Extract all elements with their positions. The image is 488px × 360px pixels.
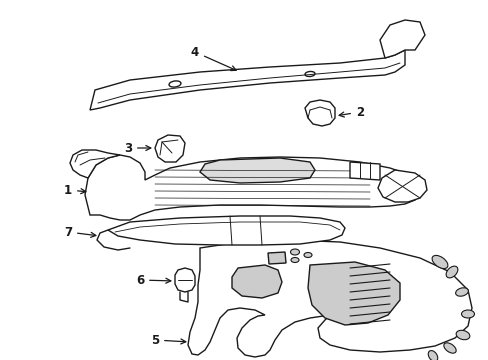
Polygon shape [175, 268, 195, 292]
Ellipse shape [455, 288, 468, 296]
Text: 5: 5 [151, 333, 185, 346]
Ellipse shape [427, 351, 437, 360]
Polygon shape [379, 20, 424, 58]
Ellipse shape [304, 252, 311, 257]
Ellipse shape [169, 81, 181, 87]
Text: 6: 6 [136, 274, 170, 287]
Polygon shape [85, 155, 421, 220]
Ellipse shape [290, 249, 299, 255]
Polygon shape [307, 262, 399, 325]
Polygon shape [155, 135, 184, 162]
Ellipse shape [290, 257, 298, 262]
Polygon shape [90, 50, 404, 110]
Text: 7: 7 [64, 225, 96, 238]
Ellipse shape [443, 343, 455, 353]
Polygon shape [267, 252, 285, 264]
Polygon shape [70, 150, 120, 178]
Ellipse shape [445, 266, 457, 278]
Ellipse shape [305, 72, 314, 77]
Polygon shape [305, 100, 334, 126]
Polygon shape [377, 170, 426, 202]
Text: 4: 4 [190, 45, 236, 71]
Polygon shape [108, 216, 345, 245]
Ellipse shape [431, 255, 447, 269]
Polygon shape [349, 162, 379, 180]
Text: 2: 2 [339, 105, 364, 118]
Text: 1: 1 [64, 184, 86, 197]
Text: 3: 3 [123, 141, 150, 154]
Polygon shape [231, 265, 282, 298]
Polygon shape [200, 158, 314, 183]
Ellipse shape [455, 330, 469, 340]
Polygon shape [187, 240, 471, 357]
Ellipse shape [461, 310, 473, 318]
